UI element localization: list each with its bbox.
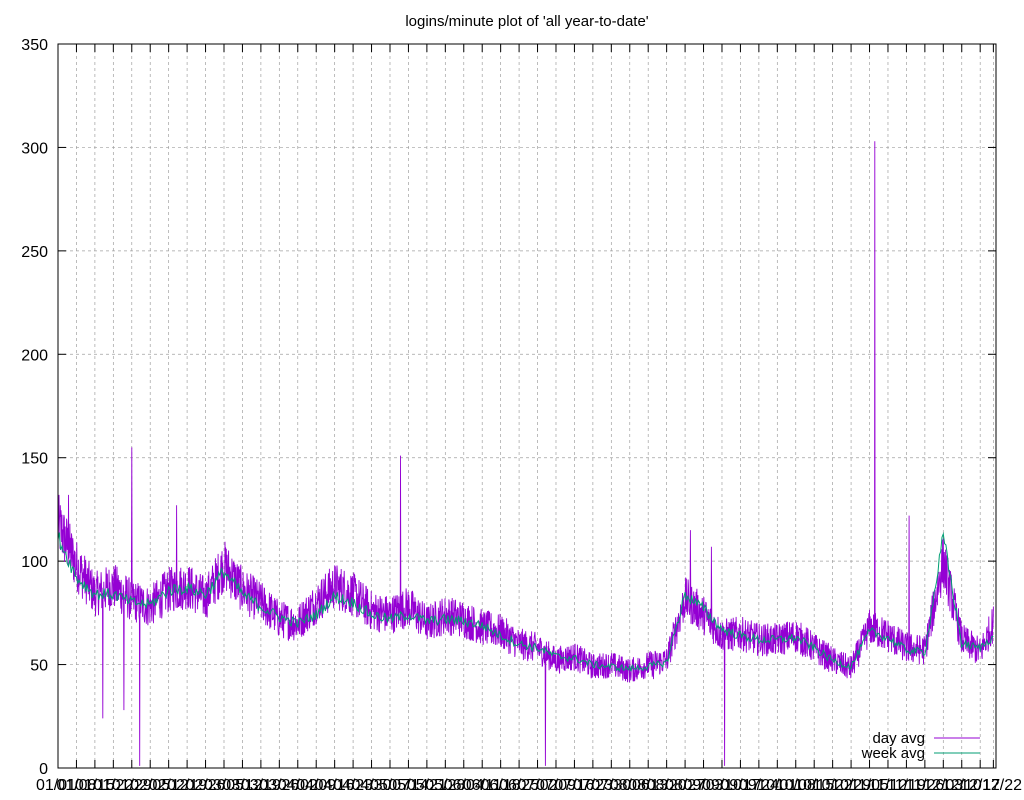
x-tick-label: 10/29 [831,777,871,794]
series-layer [57,141,994,766]
x-tick-label: 04/02 [278,777,318,794]
x-tick-label: 01/22 [93,777,133,794]
x-tick-label: 05/07 [370,777,410,794]
x-tick-label: 05/28 [425,777,465,794]
y-tick-label: 150 [21,451,48,468]
x-tick-label: 10/22 [813,777,853,794]
x-tick-label: 01/15 [75,777,115,794]
y-tick-label: 250 [21,244,48,261]
x-tick-label: 12/22 [982,777,1022,794]
x-tick-label: 07/09 [536,777,576,794]
x-tick-label: 12/17 [960,777,1000,794]
x-tick-label: 11/12 [869,777,908,794]
plot-frame [57,43,997,769]
x-tick-label: 05/14 [388,777,428,794]
y-tick-label: 100 [21,554,48,571]
x-tick-label: 03/05 [204,777,244,794]
grid-layer [58,44,996,768]
x-tick-label: 06/25 [499,777,539,794]
x-tick-label: 03/19 [241,777,281,794]
x-tick-label: 09/10 [702,777,742,794]
x-tick-label: 08/27 [665,777,705,794]
x-tick-label: 06/04 [444,777,484,794]
y-tick-label: 0 [39,761,48,778]
x-tick-label: 10/15 [794,777,834,794]
x-tick-label: 08/06 [610,777,650,794]
y-tick-label: 50 [30,658,48,675]
series-week-avg [57,531,994,673]
x-tick-label: 04/30 [352,777,392,794]
y-tick-label: 350 [21,37,48,54]
x-tick-label: 02/05 [130,777,170,794]
x-tick-label: 05/21 [407,777,447,794]
x-tick-label: 03/12 [222,777,262,794]
x-tick-label: 07/02 [518,777,558,794]
x-tick-label: 12/10 [942,777,982,794]
x-tick-label: 02/19 [167,777,207,794]
x-tick-label: 12/03 [923,777,963,794]
x-tick-label: 06/18 [481,777,521,794]
y-tick-label: 200 [21,347,48,364]
legend: day avg week avg [861,730,980,762]
x-tick-label: 03/26 [259,777,299,794]
x-tick-label: 09/03 [684,777,724,794]
legend-label-week: week avg [861,745,925,762]
x-tick-label: 07/16 [554,777,594,794]
y-tick-label: 300 [21,140,48,157]
x-tick-label: 04/23 [333,777,373,794]
x-tick-label: 10/08 [776,777,816,794]
chart-title: logins/minute plot of 'all year-to-date' [405,13,648,30]
x-tick-label: 01/01 [36,777,76,794]
x-tick-label: 11/26 [905,777,944,794]
x-tick-label: 11/19 [887,777,926,794]
x-tick-label: 04/09 [296,777,336,794]
x-axis: 01/0101/0801/1501/2201/2902/0502/1202/19… [36,44,1022,794]
x-tick-label: 07/30 [591,777,631,794]
x-tick-label: 02/26 [186,777,226,794]
x-tick-label: 07/23 [573,777,613,794]
x-tick-label: 11/05 [850,777,889,794]
legend-label-day: day avg [872,730,925,747]
x-tick-label: 01/29 [112,777,152,794]
x-tick-label: 04/16 [315,777,355,794]
series-day-avg [57,141,994,766]
x-tick-label: 09/24 [739,777,779,794]
x-tick-label: 10/01 [757,777,797,794]
x-tick-label: 06/11 [463,777,502,794]
x-tick-label: 01/08 [56,777,96,794]
x-tick-label: 08/13 [628,777,668,794]
y-axis: 0 50 100 150 200 250 300 350 [21,37,996,778]
x-tick-label: 02/12 [149,777,189,794]
x-tick-label: 09/17 [720,777,760,794]
x-tick-label: 08/20 [647,777,687,794]
